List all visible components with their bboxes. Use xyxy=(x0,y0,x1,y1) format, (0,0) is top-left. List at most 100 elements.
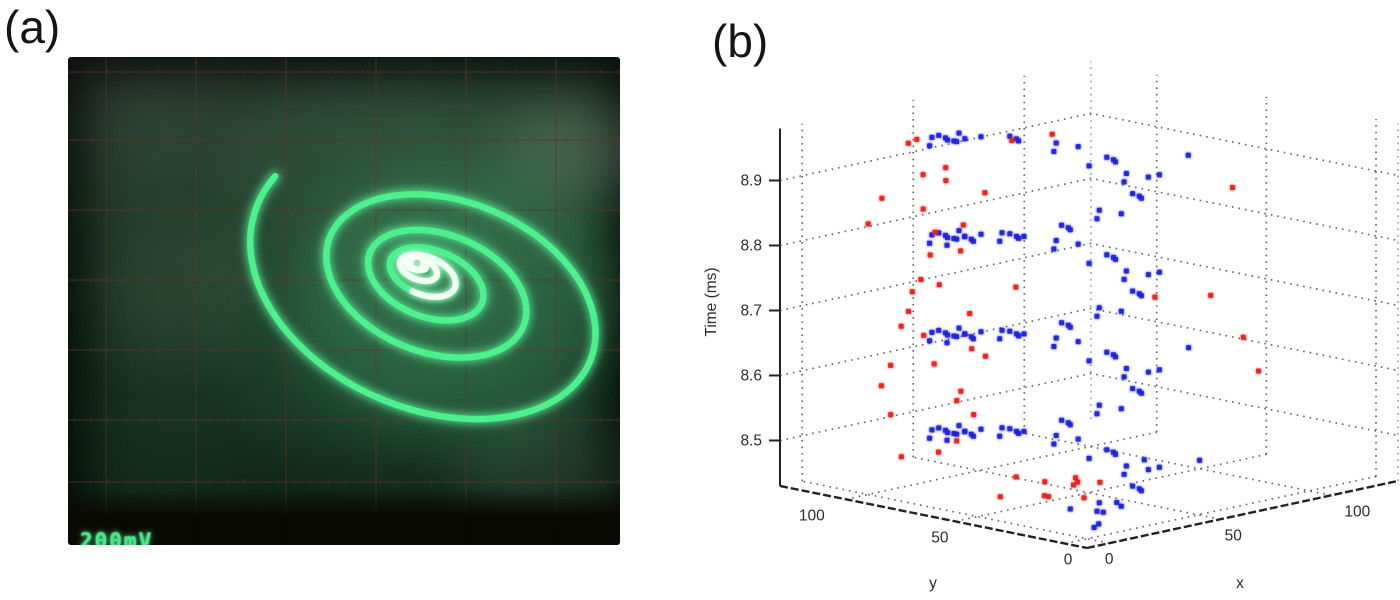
data-point xyxy=(1096,207,1102,213)
data-point xyxy=(1156,172,1162,178)
data-point xyxy=(943,135,948,141)
panel-a-label: (a) xyxy=(4,1,61,53)
data-point xyxy=(1073,475,1079,481)
data-point xyxy=(1096,521,1102,527)
data-point xyxy=(943,178,949,184)
data-point xyxy=(888,412,894,418)
data-point xyxy=(1094,216,1100,222)
data-point xyxy=(951,236,957,241)
time-tick-label: 8.5 xyxy=(740,432,762,449)
data-point xyxy=(968,236,974,242)
data-point xyxy=(1123,268,1129,274)
data-point xyxy=(962,234,968,240)
data-point xyxy=(983,353,988,359)
y-tick-label: 100 xyxy=(799,507,825,524)
data-point xyxy=(1007,426,1013,432)
tick-labels: 8.5 8.6 8.7 8.8 8.9 0 50 100 0 50 100 x y Time (ms) xyxy=(703,172,1371,592)
scope-readout: 200mV 50mV CH1 X xyxy=(68,505,620,545)
data-point xyxy=(898,323,904,329)
oscilloscope-photo: 200mV 50mV CH1 X xyxy=(68,57,620,545)
data-point xyxy=(1091,525,1097,530)
data-point xyxy=(1042,479,1048,485)
data-point xyxy=(971,412,977,418)
spiral-trace xyxy=(242,168,604,428)
data-point xyxy=(1145,467,1151,473)
data-point xyxy=(958,388,964,394)
data-point xyxy=(1086,163,1092,169)
data-point xyxy=(1007,133,1013,139)
data-point xyxy=(914,136,920,142)
data-point xyxy=(1067,506,1073,512)
x-axis-label: x xyxy=(1236,575,1244,592)
data-point xyxy=(1240,334,1246,340)
data-point xyxy=(968,334,974,340)
data-point xyxy=(929,329,935,335)
data-point xyxy=(1021,233,1027,239)
data-point xyxy=(978,231,984,237)
data-point xyxy=(927,143,933,149)
data-point xyxy=(1075,339,1081,345)
data-point xyxy=(1123,366,1129,371)
data-point xyxy=(1014,428,1019,434)
data-point xyxy=(944,437,950,443)
data-point xyxy=(1053,140,1059,146)
data-point xyxy=(1009,138,1015,143)
data-point xyxy=(956,325,962,331)
data-point xyxy=(909,289,915,295)
data-point xyxy=(1118,503,1124,509)
data-point xyxy=(865,221,871,227)
data-point xyxy=(1094,411,1100,417)
data-point xyxy=(1111,254,1116,260)
data-point xyxy=(1123,171,1129,176)
data-point xyxy=(1104,154,1110,160)
data-point xyxy=(920,172,926,178)
data-point xyxy=(927,240,933,246)
data-point xyxy=(1114,500,1120,505)
data-point xyxy=(1104,252,1110,258)
data-point xyxy=(999,425,1005,431)
data-point xyxy=(1256,368,1261,374)
data-point xyxy=(960,222,966,228)
data-point xyxy=(927,338,933,344)
data-point xyxy=(936,282,942,288)
data-point xyxy=(1065,420,1071,426)
screen-light-patch xyxy=(103,232,253,362)
floor-gridlines xyxy=(802,431,1377,545)
data-point xyxy=(962,136,968,142)
data-point xyxy=(954,438,960,444)
data-point xyxy=(1118,211,1124,217)
data-point xyxy=(1041,493,1047,499)
data-point xyxy=(1049,131,1055,137)
graticule-lines xyxy=(68,57,620,545)
data-point xyxy=(1156,464,1162,470)
data-point xyxy=(1094,508,1100,514)
data-point xyxy=(1104,349,1110,355)
data-point xyxy=(918,277,924,282)
data-point xyxy=(978,329,984,335)
ch1-scale-readout: 200mV xyxy=(80,529,154,545)
data-point xyxy=(905,140,911,146)
panel-b-label: (b) xyxy=(712,15,769,67)
data-point xyxy=(951,333,957,339)
data-point xyxy=(1051,149,1057,154)
data-point xyxy=(1130,191,1136,197)
data-point xyxy=(879,195,885,201)
axis-lines xyxy=(778,128,1399,550)
data-point xyxy=(1065,225,1071,231)
data-point xyxy=(999,230,1005,236)
data-point xyxy=(1130,288,1136,294)
data-point xyxy=(1145,369,1151,375)
time-tick-label: 8.8 xyxy=(740,237,762,254)
x-tick-label: 100 xyxy=(1344,503,1370,520)
readout-band xyxy=(68,489,620,545)
data-point xyxy=(1086,260,1092,266)
data-point xyxy=(936,449,941,455)
data-point xyxy=(1121,276,1127,282)
data-point xyxy=(1021,331,1027,337)
data-point xyxy=(1141,457,1147,463)
data-point xyxy=(982,190,988,196)
data-point xyxy=(931,361,937,367)
graticule-grid xyxy=(68,57,620,545)
data-point xyxy=(997,238,1003,244)
